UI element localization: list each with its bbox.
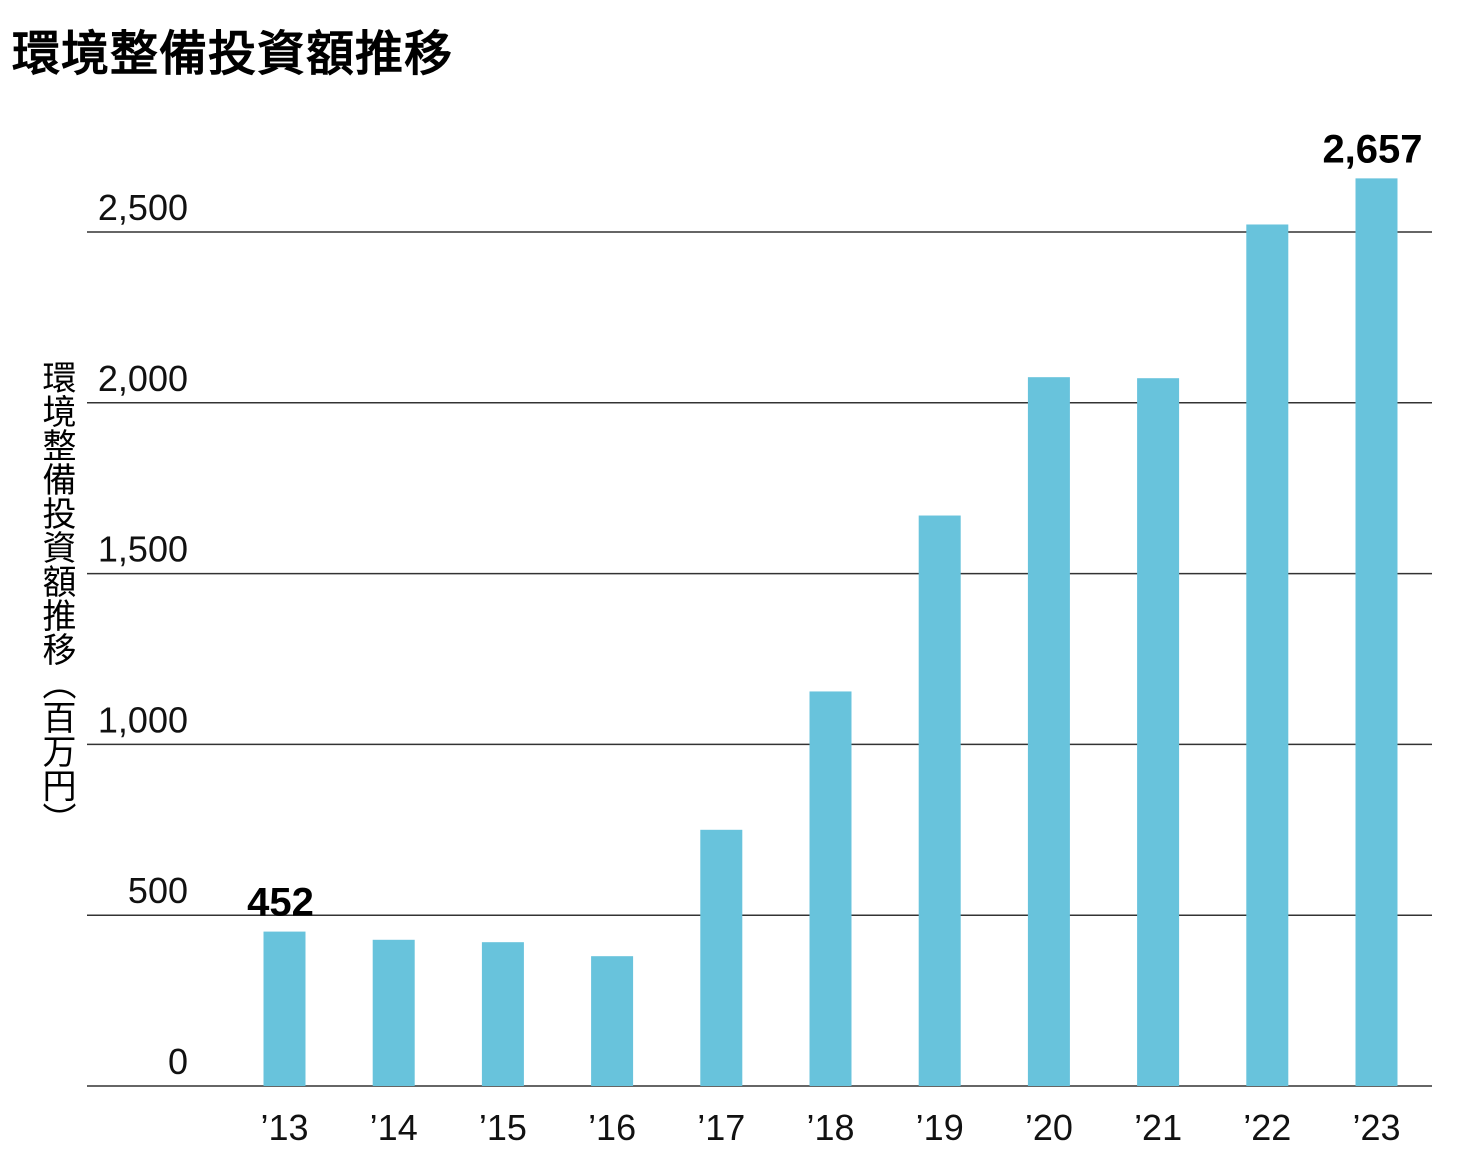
bar [1027,377,1070,1086]
bar [1355,178,1398,1087]
bar [809,691,852,1086]
y-tick-label: 2,500 [98,187,188,228]
bar [1137,378,1180,1086]
x-tick-label: ’15 [479,1107,527,1148]
x-tick-labels: ’13 ’14 ’15 ’16 ’17 ’18 ’19 ’20 ’21 ’22 ’23 [260,1107,1400,1148]
gridlines [87,231,1432,1087]
data-label: 2,657 [1322,127,1422,171]
x-tick-label: ’22 [1243,1107,1291,1148]
y-tick-label: 1,000 [98,699,188,740]
bar [372,939,415,1086]
bars [263,178,1398,1087]
x-tick-label: ’20 [1025,1107,1073,1148]
bar [700,829,743,1086]
chart-title: 環境整備投資額推移 [12,26,454,82]
y-tick-label: 0 [168,1041,188,1082]
x-tick-label: ’13 [260,1107,308,1148]
bar [591,956,634,1086]
x-tick-label: ’14 [370,1107,418,1148]
bar [481,942,524,1086]
y-tick-labels: 0 500 1,000 1,500 2,000 2,500 [98,187,188,1082]
y-axis-label: 環境整備投資額推移（百万円） [36,360,76,836]
x-tick-label: ’23 [1352,1107,1400,1148]
y-tick-label: 1,500 [98,529,188,570]
x-tick-label: ’17 [697,1107,745,1148]
bar [1246,224,1289,1086]
y-tick-label: 500 [128,870,188,911]
x-tick-label: ’19 [916,1107,964,1148]
y-tick-label: 2,000 [98,358,188,399]
data-labels: 452 2,657 [247,127,1422,924]
x-tick-label: ’16 [588,1107,636,1148]
bar [918,515,961,1086]
x-tick-label: ’21 [1134,1107,1182,1148]
x-tick-label: ’18 [806,1107,854,1148]
data-label: 452 [247,881,314,925]
bar [263,931,306,1086]
